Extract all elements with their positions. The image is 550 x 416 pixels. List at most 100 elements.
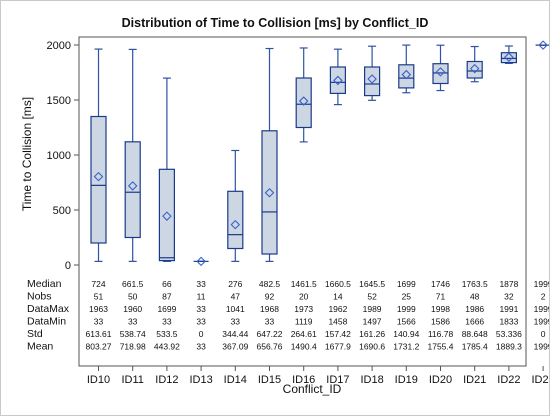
stat-cell: 1878	[499, 279, 518, 289]
stat-row-label: Std	[27, 328, 43, 340]
x-tick-label: ID13	[189, 374, 212, 386]
stat-cell: 20	[299, 292, 309, 302]
y-axis-label: Time to Collision [ms]	[20, 97, 34, 211]
y-tick-label: 2000	[47, 40, 71, 52]
stat-cell: 1889.3	[496, 342, 522, 352]
mean-marker	[333, 75, 343, 86]
stat-cell: 533.5	[156, 329, 178, 339]
mean-marker	[538, 40, 548, 50]
stat-cell: 1497	[363, 317, 382, 327]
stat-cell: 52	[367, 292, 377, 302]
stat-cell: 1119	[295, 317, 313, 327]
mean-marker	[162, 211, 172, 221]
stat-cell: 1699	[157, 304, 176, 314]
stat-cell: 1999	[397, 304, 416, 314]
mean-marker	[435, 67, 446, 77]
stat-cell: 25	[402, 292, 412, 302]
x-tick-label: ID16	[292, 374, 315, 386]
mean-marker	[469, 63, 480, 74]
stat-cell: 803.27	[86, 342, 112, 352]
stat-cell: 1566	[397, 317, 416, 327]
box-iqr	[158, 168, 175, 262]
stat-cell: 1960	[123, 304, 142, 314]
stat-cell: 33	[196, 279, 206, 289]
x-tick-label: ID11	[121, 374, 143, 386]
stat-cell: 50	[128, 292, 138, 302]
stat-cell: 1999	[534, 317, 549, 327]
stat-cell: 32	[504, 292, 514, 302]
y-tick-label: 500	[53, 205, 71, 217]
plot-frame	[78, 36, 527, 367]
stat-cell: 1989	[363, 304, 382, 314]
stat-cell: 2	[541, 292, 546, 302]
stat-cell: 0	[199, 329, 204, 339]
stat-cell: 1690.6	[359, 342, 385, 352]
stat-cell: 33	[196, 304, 206, 314]
stat-row-label: DataMin	[27, 316, 66, 328]
stat-cell: 0	[541, 329, 546, 339]
x-tick-label: ID19	[395, 374, 418, 386]
mean-marker	[264, 187, 275, 198]
stat-cell: 33	[128, 317, 138, 327]
box-iqr	[261, 130, 278, 255]
stat-cell: 33	[196, 342, 206, 352]
x-tick-label: ID21	[463, 374, 486, 386]
stat-cell: 71	[436, 292, 446, 302]
stat-cell: 276	[228, 279, 242, 289]
stat-cell: 1586	[431, 317, 450, 327]
stat-cell: 1833	[499, 317, 518, 327]
stat-cell: 538.74	[120, 329, 146, 339]
mean-marker	[127, 181, 138, 191]
x-tick-label: ID10	[87, 374, 110, 386]
stat-row-label: DataMax	[27, 303, 70, 315]
x-tick-label: ID15	[258, 374, 281, 386]
stat-cell: 1968	[260, 304, 279, 314]
stat-cell: 1998	[431, 304, 450, 314]
stat-cell: 47	[231, 292, 241, 302]
stat-cell: 33	[196, 317, 206, 327]
box-iqr	[398, 64, 415, 89]
y-tick-label: 1500	[47, 95, 71, 107]
stat-cell: 33	[231, 317, 241, 327]
stat-cell: 53.336	[496, 329, 522, 339]
stat-cell: 1677.9	[325, 342, 351, 352]
mean-marker	[504, 52, 514, 62]
mean-marker	[93, 171, 104, 182]
stat-cell: 1763.5	[462, 279, 488, 289]
stat-cell: 482.5	[259, 279, 281, 289]
stat-cell: 443.92	[154, 342, 180, 352]
stat-cell: 33	[94, 317, 104, 327]
stat-row-label: Median	[27, 278, 62, 290]
stat-cell: 11	[197, 292, 206, 302]
stat-cell: 33	[162, 317, 172, 327]
x-tick-label: ID20	[429, 374, 452, 386]
stat-cell: 161.26	[359, 329, 385, 339]
mean-marker	[298, 96, 309, 106]
stat-cell: 724	[91, 279, 105, 289]
stat-row-label: Mean	[27, 341, 53, 353]
stat-cell: 647.22	[257, 329, 283, 339]
stat-cell: 1746	[431, 279, 450, 289]
stat-cell: 1991	[499, 304, 518, 314]
x-axis-label: Conflict_ID	[283, 382, 342, 396]
stat-cell: 1999	[534, 342, 549, 352]
x-tick-label: ID18	[360, 374, 383, 386]
stat-row-label: Nobs	[27, 291, 52, 303]
stat-cell: 718.98	[120, 342, 146, 352]
x-tick-label: ID12	[155, 374, 178, 386]
stat-cell: 1973	[294, 304, 313, 314]
box-iqr	[329, 66, 346, 94]
stat-cell: 87	[162, 292, 172, 302]
stat-cell: 140.94	[393, 329, 419, 339]
y-tick-label: 0	[65, 260, 71, 272]
stat-cell: 1490.4	[291, 342, 317, 352]
x-tick-label: ID14	[224, 374, 247, 386]
stat-cell: 1999	[534, 304, 549, 314]
x-tick-label: ID23	[531, 374, 549, 386]
stat-cell: 92	[265, 292, 275, 302]
stat-cell: 656.76	[257, 342, 283, 352]
stat-cell: 1041	[226, 304, 245, 314]
stat-cell: 613.61	[86, 329, 112, 339]
